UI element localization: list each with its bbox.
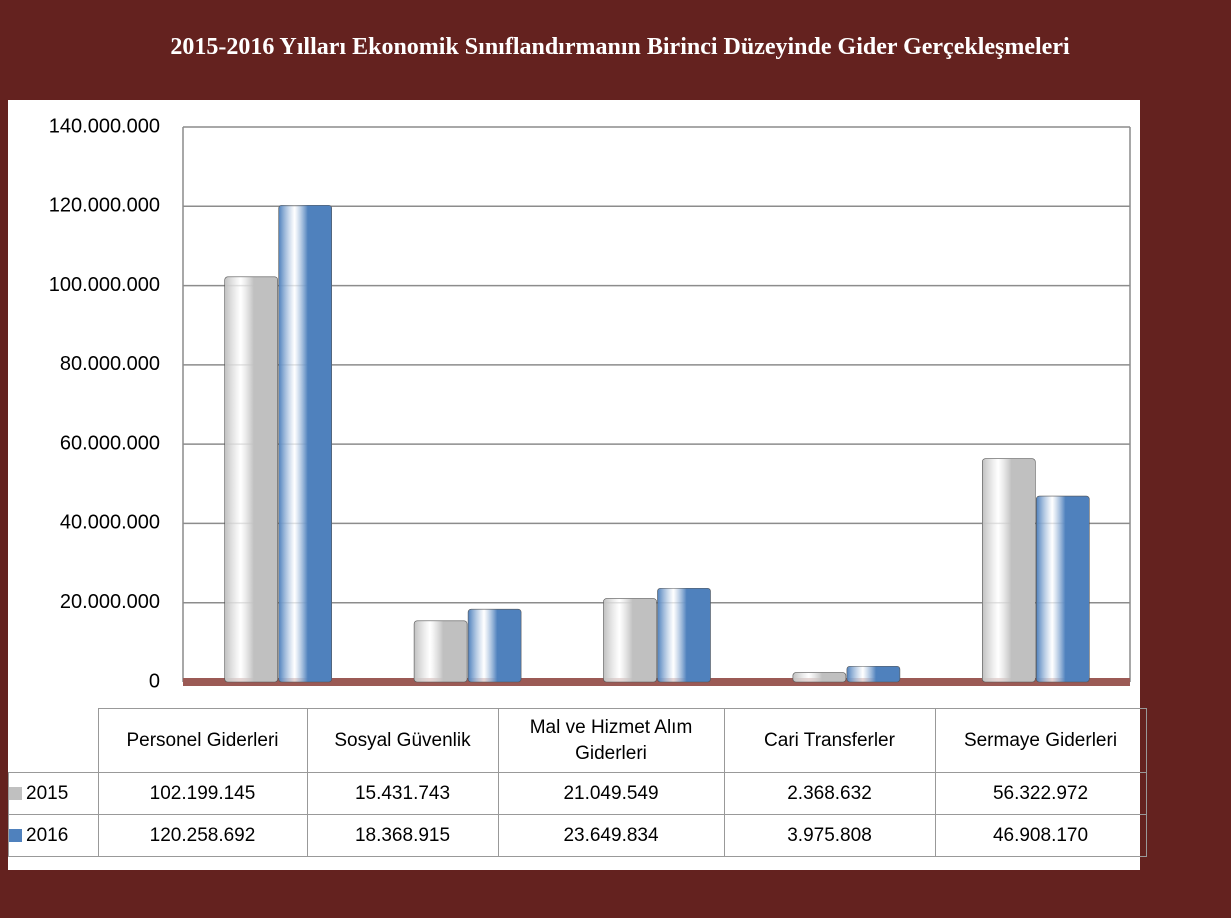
table-value: 46.908.170 xyxy=(934,814,1147,857)
bar xyxy=(603,598,657,683)
bar xyxy=(1036,495,1090,683)
bar xyxy=(413,620,468,683)
y-tick-label: 140.000.000 xyxy=(49,115,160,137)
bar xyxy=(981,458,1036,683)
x-tick-label: Sosyal Güvenlik xyxy=(334,729,471,751)
table-value: 23.649.834 xyxy=(497,814,725,857)
bar xyxy=(657,587,711,683)
bar xyxy=(846,665,901,683)
legend-swatch xyxy=(9,786,22,800)
y-tick-label: 120.000.000 xyxy=(49,195,160,217)
x-tick-label: Personel Giderleri xyxy=(126,729,279,751)
x-tick-label: Cari Transferler xyxy=(764,729,895,751)
x-tick-label: Sermaye Giderleri xyxy=(963,729,1118,751)
chart-title: 2015-2016 Yılları Ekonomik Sınıflandırma… xyxy=(170,34,1070,60)
y-tick-label: 0 xyxy=(149,670,160,692)
table-row: 2016 120.258.692 18.368.915 23.649.834 3.975… xyxy=(8,814,1147,857)
bar xyxy=(224,276,278,683)
table-row: 2015 102.199.145 15.431.743 21.049.549 2.368… xyxy=(8,772,1147,815)
table-value: 120.258.692 xyxy=(97,814,308,857)
bar xyxy=(278,204,333,683)
table-value: 18.368.915 xyxy=(306,814,499,857)
table-value: 15.431.743 xyxy=(306,772,499,815)
y-tick-label: 60.000.000 xyxy=(60,432,160,454)
bar xyxy=(467,608,522,683)
y-tick-label: 80.000.000 xyxy=(60,353,160,375)
y-tick-label: 40.000.000 xyxy=(60,512,160,534)
x-tick-label: Mal ve Hizmet Alım Giderleri xyxy=(529,716,693,764)
bar xyxy=(792,672,847,683)
table-value: 21.049.549 xyxy=(497,772,725,815)
legend-label: 2015 xyxy=(26,782,69,804)
y-tick-label: 20.000.000 xyxy=(60,591,160,613)
table-value: 2.368.632 xyxy=(723,772,936,815)
table-value: 56.322.972 xyxy=(934,772,1147,815)
legend-entry: 2016 xyxy=(8,814,99,857)
floor xyxy=(183,678,1130,686)
legend-swatch xyxy=(9,828,22,842)
data-table: Personel Giderleri Sosyal Güvenlik Mal ve … xyxy=(8,708,1147,857)
table-header-row: Personel Giderleri Sosyal Güvenlik Mal ve … xyxy=(8,708,1147,773)
legend-label: 2016 xyxy=(26,824,69,846)
y-tick-label: 100.000.000 xyxy=(49,274,160,296)
legend-entry: 2015 xyxy=(8,772,99,815)
table-value: 102.199.145 xyxy=(97,772,308,815)
table-value: 3.975.808 xyxy=(723,814,936,857)
